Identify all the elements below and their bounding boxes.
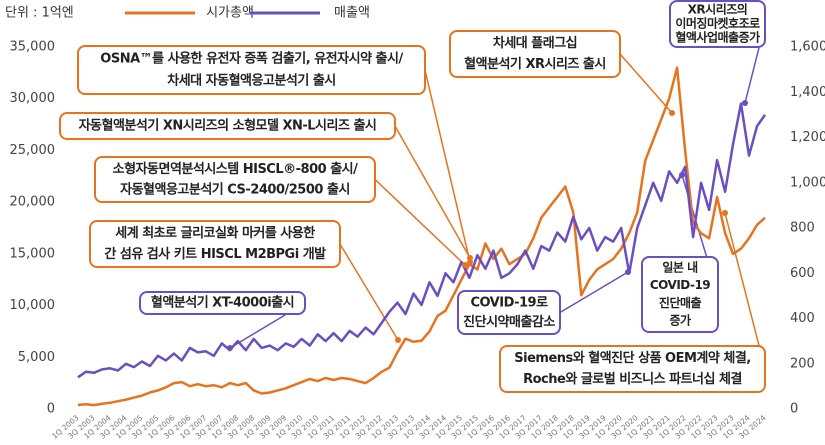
annotation-box	[457, 290, 561, 335]
annotation-text: 혈액분석기 XR시리즈 출시	[464, 56, 606, 72]
y2-tick-label: 400	[790, 311, 815, 326]
annotation-dot	[742, 100, 748, 106]
annotation-text: 증가	[669, 313, 691, 328]
annotation-leader	[374, 178, 466, 266]
annotation-text: 일본 내	[662, 259, 698, 274]
annotation-text: XR시리즈의	[688, 2, 748, 17]
annotation-text: 혈액사업매출증가	[675, 30, 760, 45]
annotation-text: 차세대 플래그십	[493, 35, 577, 51]
annotation-text: COVID-19로	[470, 295, 548, 310]
series-line	[77, 66, 766, 407]
annotation-box	[89, 220, 341, 268]
y2-tick-label: 800	[790, 221, 815, 236]
y-tick-label: 30,000	[10, 91, 56, 106]
annotation-box	[499, 345, 766, 393]
annotation-text: 진단매출	[659, 295, 702, 310]
y-tick-label: 25,000	[10, 143, 56, 158]
series-line	[77, 102, 767, 379]
annotation-leader	[559, 271, 629, 314]
annotation-box	[669, 0, 766, 48]
annotation-text: 간 섬유 검사 키트 HISCL M2BPGi 개발	[104, 246, 326, 262]
annotation-text: 차세대 자동혈액응고분석기 출시	[167, 73, 336, 89]
annotation-text: 자동혈액분석기 XN시리즈의 소형모델 XN-L시리즈 출시	[79, 118, 377, 134]
annotation-leader	[424, 69, 471, 263]
legend-label: 시가총액	[206, 6, 254, 21]
y2-tick-label: 600	[790, 266, 815, 281]
y2-tick-label: 1,600	[790, 40, 825, 55]
annotation-text: COVID-19	[650, 278, 710, 292]
annotation-box	[77, 45, 426, 95]
annotation-text: 소형자동면역분석시스템 HISCL®-800 출시/	[113, 161, 358, 177]
y2-tick-label: 1,200	[790, 130, 825, 145]
y-tick-label: 5,000	[18, 350, 55, 365]
annotation-dot	[722, 210, 728, 216]
annotation-leader	[724, 212, 766, 370]
annotation-dot	[679, 172, 685, 178]
annotation-box	[139, 291, 306, 315]
legend-label: 매출액	[334, 6, 370, 21]
annotation-leader	[619, 53, 673, 114]
y2-tick-label: 200	[790, 356, 815, 371]
y-tick-label: 0	[47, 402, 55, 417]
annotation-box	[641, 256, 719, 333]
annotation-box	[59, 112, 396, 140]
annotation-text: 세계 최초로 글리코실화 마커를 사용한	[115, 225, 315, 241]
annotation-text: OSNA™를 사용한 유전자 증폭 검출기, 유전자시약 출시/	[100, 51, 403, 67]
unit-label: 단위 : 1억엔	[5, 6, 74, 21]
annotation-text: 자동혈액응고분석기 CS-2400/2500 출시	[120, 181, 350, 197]
annotation-dot	[467, 255, 473, 261]
annotation-text: Roche와 글로벌 비즈니스 파트너십 체결	[523, 371, 742, 387]
y-tick-label: 35,000	[10, 40, 56, 55]
annotation-dot	[625, 269, 631, 275]
annotation-leader	[339, 243, 399, 341]
annotation-dot	[395, 337, 401, 343]
annotation-text: Siemens와 혈액진단 상품 OEM계약 체결,	[514, 350, 750, 366]
y2-tick-label: 1,400	[790, 85, 825, 100]
annotation-text: 이머징마켓호조로	[675, 16, 760, 31]
annotation-dot	[227, 345, 233, 351]
y2-tick-label: 1,000	[790, 175, 825, 190]
annotation-leader	[394, 125, 471, 259]
annotation-text: 진단시약매출감소	[463, 314, 555, 330]
y-tick-label: 15,000	[10, 246, 56, 261]
annotation-dot	[669, 110, 675, 116]
y2-tick-label: 0	[790, 402, 798, 417]
y-tick-label: 10,000	[10, 298, 56, 313]
annotation-box	[449, 30, 621, 78]
y-tick-label: 20,000	[10, 195, 56, 210]
annotation-box	[94, 156, 376, 203]
annotation-text: 혈액분석기 XT-4000i출시	[151, 295, 294, 311]
annotation-dot	[462, 262, 468, 268]
